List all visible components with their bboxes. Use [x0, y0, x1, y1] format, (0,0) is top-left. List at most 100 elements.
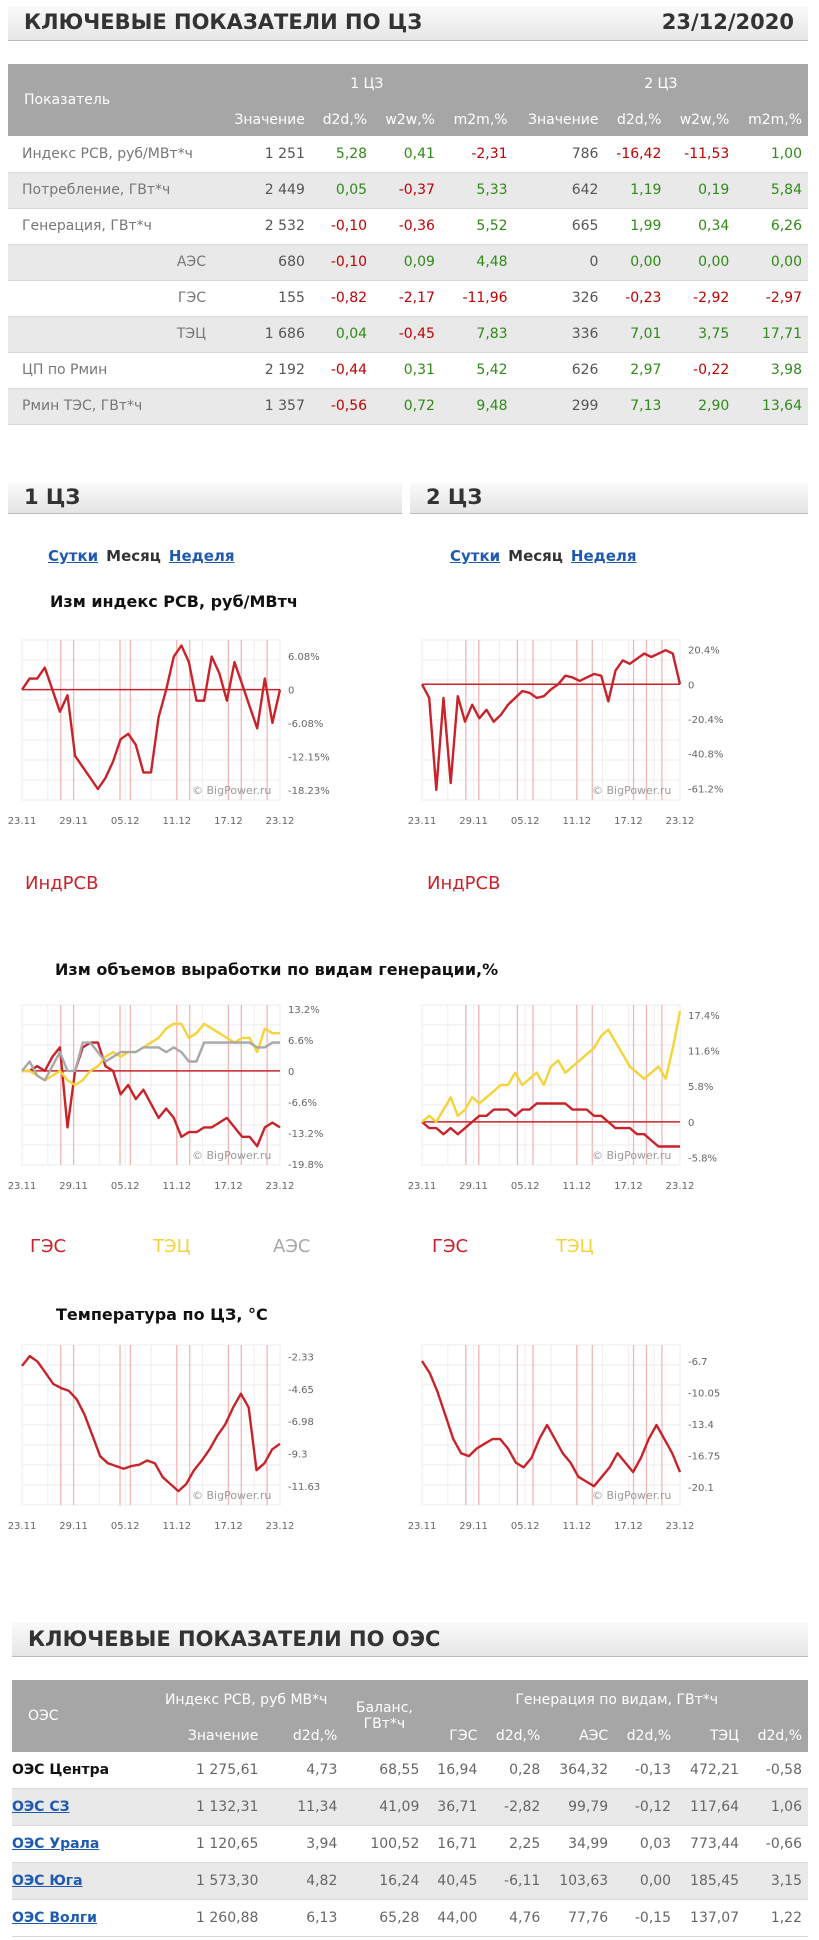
- value-cell: 2 449: [264, 182, 305, 198]
- y-tick-label: -16.75: [688, 1452, 720, 1463]
- value-cell: 299: [571, 398, 599, 414]
- y-tick-label: -13.2%: [288, 1129, 323, 1140]
- series-line-Температура: [21, 1354, 281, 1493]
- value-cell: 2 192: [264, 362, 305, 378]
- value-cell: 642: [571, 182, 599, 198]
- tab-day[interactable]: Сутки: [48, 547, 99, 565]
- percent-cell: 0,34: [698, 218, 730, 234]
- legend-rsv-zone1: ИндРСВ: [25, 873, 99, 894]
- percent-cell: 1,00: [770, 145, 802, 162]
- y-tick-label: -6.6%: [288, 1098, 317, 1109]
- oes-name-link: ОЭС Центра: [12, 1752, 149, 1789]
- value-cell: 16,94: [425, 1752, 484, 1789]
- y-tick-label: 6.08%: [288, 652, 320, 663]
- percent-cell: -2,92: [693, 290, 730, 306]
- series-line-ИндРСВ: [21, 644, 282, 791]
- value-cell: 472,21: [677, 1752, 746, 1789]
- y-tick-label: -13.4: [688, 1420, 714, 1431]
- y-tick-label: -6.7: [688, 1357, 708, 1368]
- x-tick-label: 29.11: [459, 816, 488, 827]
- percent-cell: 65,28: [343, 1899, 426, 1937]
- subcol: Значение: [528, 112, 599, 128]
- value-cell: 1 120,65: [149, 1825, 265, 1863]
- oes-row: ОЭС Урала 1 120,65 3,94 100,52 16,71 2,25 34,9…: [12, 1825, 808, 1863]
- percent-cell: 2,90: [698, 398, 730, 414]
- legend-ges-zone2: ГЭС: [432, 1236, 469, 1257]
- watermark: © BigPower.ru: [592, 1149, 671, 1162]
- percent-cell: -0,10: [330, 218, 368, 234]
- series-line-ТЭЦ: [421, 1010, 682, 1124]
- percent-cell: 3,15: [745, 1862, 808, 1900]
- report-date: 23/12/2020: [661, 10, 794, 34]
- oes-row: ОЭС Центра 1 275,61 4,73 68,55 16,94 0,28 364,…: [12, 1752, 808, 1789]
- x-tick-label: 05.12: [511, 1521, 540, 1532]
- percent-cell: 16,24: [343, 1862, 426, 1900]
- x-tick-label: 23.11: [8, 1181, 36, 1192]
- percent-cell: 0,28: [483, 1752, 547, 1789]
- period-tabs-zone1: Сутки Месяц Неделя: [48, 547, 243, 565]
- row-label: ГЭС: [177, 290, 206, 306]
- percent-cell: 5,28: [335, 145, 368, 162]
- oes-name-link[interactable]: ОЭС Волги: [12, 1899, 149, 1937]
- percent-cell: 0,00: [770, 254, 802, 270]
- subcol-d2d: d2d,%: [292, 1728, 338, 1744]
- y-tick-label: -4.65: [288, 1385, 314, 1396]
- oes-name-link[interactable]: ОЭС Урала: [12, 1825, 149, 1863]
- percent-cell: 2,97: [630, 362, 662, 378]
- value-cell: 1 132,31: [149, 1788, 265, 1826]
- percent-cell: -0,56: [330, 398, 368, 414]
- percent-cell: 5,33: [476, 182, 508, 198]
- tab-week[interactable]: Неделя: [168, 547, 235, 565]
- x-tick-label: 17.12: [214, 1181, 243, 1192]
- chart-temp-zone2: -6.7 -10.05 -13.4 -16.75 -20.1 © BigPower.ru 2…: [408, 1344, 720, 1532]
- percent-cell: 0,31: [403, 362, 435, 378]
- x-tick-label: 23.11: [408, 816, 436, 827]
- percent-cell: 41,09: [343, 1788, 426, 1826]
- value-cell: 34,99: [546, 1825, 615, 1863]
- table-row: ТЭЦ 1 686 0,04 -0,45 7,83 336 7,01 3,75 17,71: [8, 316, 808, 352]
- y-tick-label: -11.63: [288, 1482, 320, 1493]
- subcol-d2d: d2d,%: [626, 1728, 672, 1744]
- tab-day[interactable]: Сутки: [450, 547, 501, 565]
- value-cell: 1 573,30: [149, 1862, 265, 1900]
- chart-rsv-zone2: 20.4% 0 -20.4% -40.8% -61.2% © BigPower.ru 23.…: [408, 639, 723, 827]
- oes-name-link[interactable]: ОЭС СЗ: [12, 1788, 149, 1826]
- percent-cell: -0,22: [693, 362, 730, 378]
- row-label: ЦП по Рмин: [22, 362, 108, 378]
- oes-row: ОЭС Юга 1 573,30 4,82 16,24 40,45 -6,11 103,63…: [12, 1862, 808, 1900]
- table-row: Потребление, ГВт*ч 2 449 0,05 -0,37 5,33 642 1…: [8, 172, 808, 208]
- y-tick-label: 0: [688, 1118, 694, 1129]
- value-cell: 44,00: [425, 1899, 484, 1937]
- percent-cell: -11,96: [462, 290, 508, 306]
- percent-cell: -0,37: [398, 182, 435, 198]
- chart-title-rsv: Изм индекс РСВ, руб/МВтч: [50, 592, 298, 611]
- oes-name-link[interactable]: ОЭС Юга: [12, 1862, 149, 1900]
- value-cell: 680: [278, 254, 305, 270]
- series-line-ГЭС: [22, 1041, 281, 1148]
- x-tick-label: 17.12: [614, 1181, 643, 1192]
- percent-cell: 4,73: [264, 1752, 344, 1789]
- y-tick-label: -2.33: [288, 1353, 314, 1364]
- tab-week[interactable]: Неделя: [570, 547, 637, 565]
- tab-month-active[interactable]: Месяц: [106, 547, 161, 565]
- row-label: Генерация, ГВт*ч: [22, 218, 152, 234]
- table-header-row: Показатель 1 ЦЗ 2 ЦЗ: [8, 64, 808, 108]
- x-tick-label: 29.11: [59, 1181, 88, 1192]
- period-tabs-zone2: Сутки Месяц Неделя: [450, 547, 645, 565]
- value-cell: 16,71: [425, 1825, 484, 1863]
- y-tick-label: 0: [288, 1067, 294, 1078]
- y-tick-label: -12.15%: [288, 753, 330, 764]
- row-label: Индекс РСВ, руб/МВт*ч: [22, 145, 193, 162]
- y-tick-label: 5.8%: [688, 1082, 713, 1093]
- percent-cell: 7,83: [476, 326, 508, 342]
- tab-month-active[interactable]: Месяц: [508, 547, 563, 565]
- y-tick-label: -9.3: [288, 1450, 308, 1461]
- oes-row: ОЭС СЗ 1 132,31 11,34 41,09 36,71 -2,82 99,79-…: [12, 1788, 808, 1826]
- y-tick-label: -19.8%: [288, 1160, 323, 1171]
- watermark: © BigPower.ru: [592, 784, 671, 797]
- percent-cell: 100,52: [343, 1825, 426, 1863]
- x-tick-label: 23.12: [666, 1181, 695, 1192]
- percent-cell: 5,84: [770, 182, 802, 198]
- x-tick-label: 29.11: [59, 816, 88, 827]
- watermark: © BigPower.ru: [192, 1489, 271, 1502]
